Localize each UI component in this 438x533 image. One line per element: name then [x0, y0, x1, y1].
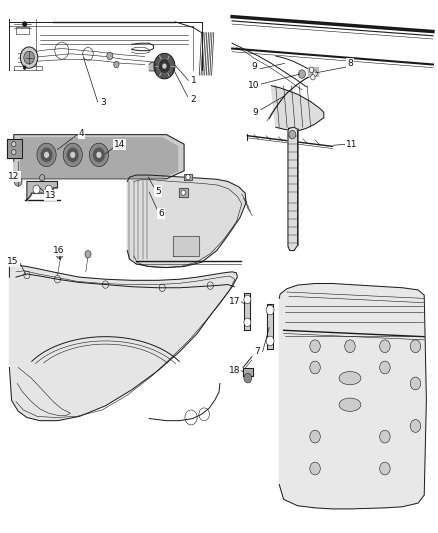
Polygon shape: [308, 67, 318, 76]
Text: 14: 14: [114, 140, 125, 149]
Circle shape: [23, 66, 26, 70]
Circle shape: [89, 143, 109, 166]
Polygon shape: [127, 175, 246, 268]
Polygon shape: [244, 293, 251, 330]
Circle shape: [266, 305, 274, 315]
Polygon shape: [243, 368, 253, 376]
Circle shape: [45, 185, 52, 193]
Text: 11: 11: [346, 140, 357, 149]
Polygon shape: [10, 265, 237, 421]
Circle shape: [311, 75, 315, 80]
Polygon shape: [27, 181, 57, 200]
Text: 10: 10: [248, 81, 260, 90]
Circle shape: [186, 174, 190, 180]
Circle shape: [70, 152, 75, 158]
Text: 9: 9: [252, 108, 258, 117]
Circle shape: [14, 176, 22, 186]
Text: 6: 6: [159, 209, 164, 218]
Circle shape: [154, 53, 175, 79]
Circle shape: [158, 59, 170, 74]
Circle shape: [39, 174, 45, 181]
Text: 18: 18: [229, 366, 240, 375]
Text: 15: 15: [7, 257, 19, 265]
Text: 3: 3: [100, 98, 106, 107]
Circle shape: [345, 340, 355, 353]
Circle shape: [37, 143, 56, 166]
Circle shape: [244, 295, 251, 304]
Circle shape: [289, 131, 296, 139]
Circle shape: [410, 419, 421, 432]
Polygon shape: [272, 86, 324, 131]
Circle shape: [266, 336, 274, 346]
Text: 13: 13: [45, 191, 56, 200]
Circle shape: [107, 52, 113, 60]
Polygon shape: [179, 188, 187, 197]
Text: 7: 7: [254, 347, 260, 356]
Circle shape: [96, 152, 102, 158]
Circle shape: [309, 67, 314, 72]
Text: 2: 2: [190, 94, 196, 103]
Text: 1: 1: [191, 76, 197, 85]
Circle shape: [410, 377, 421, 390]
Circle shape: [93, 148, 105, 163]
Circle shape: [56, 250, 63, 259]
Circle shape: [244, 373, 252, 383]
Text: 16: 16: [53, 246, 65, 255]
Circle shape: [380, 361, 390, 374]
Circle shape: [181, 190, 185, 195]
Circle shape: [63, 143, 82, 166]
Circle shape: [20, 47, 38, 68]
Text: 17: 17: [229, 296, 240, 305]
Circle shape: [40, 148, 53, 163]
Circle shape: [380, 462, 390, 475]
Circle shape: [410, 340, 421, 353]
Text: 9: 9: [251, 62, 257, 71]
Circle shape: [23, 22, 26, 26]
Text: 12: 12: [8, 172, 19, 181]
Circle shape: [114, 61, 119, 68]
Circle shape: [380, 340, 390, 353]
Ellipse shape: [339, 372, 361, 385]
Circle shape: [380, 430, 390, 443]
Polygon shape: [149, 62, 155, 71]
Circle shape: [24, 51, 34, 64]
Circle shape: [67, 148, 79, 163]
Circle shape: [244, 318, 251, 327]
Circle shape: [310, 430, 320, 443]
Circle shape: [12, 150, 16, 155]
Polygon shape: [288, 127, 297, 251]
Ellipse shape: [339, 398, 361, 411]
Polygon shape: [20, 138, 177, 177]
Circle shape: [310, 361, 320, 374]
Circle shape: [310, 340, 320, 353]
Circle shape: [162, 63, 166, 69]
Polygon shape: [279, 284, 426, 509]
Polygon shape: [267, 304, 273, 349]
Text: 4: 4: [79, 129, 84, 138]
Circle shape: [85, 251, 91, 258]
Circle shape: [310, 462, 320, 475]
Circle shape: [33, 185, 40, 193]
Polygon shape: [14, 135, 184, 179]
Polygon shape: [173, 236, 199, 256]
Circle shape: [12, 142, 16, 147]
Polygon shape: [184, 174, 192, 180]
Circle shape: [44, 152, 49, 158]
Polygon shape: [7, 139, 21, 158]
Text: 8: 8: [347, 59, 353, 68]
Text: 5: 5: [155, 187, 161, 196]
Circle shape: [313, 71, 317, 76]
Circle shape: [298, 70, 305, 78]
